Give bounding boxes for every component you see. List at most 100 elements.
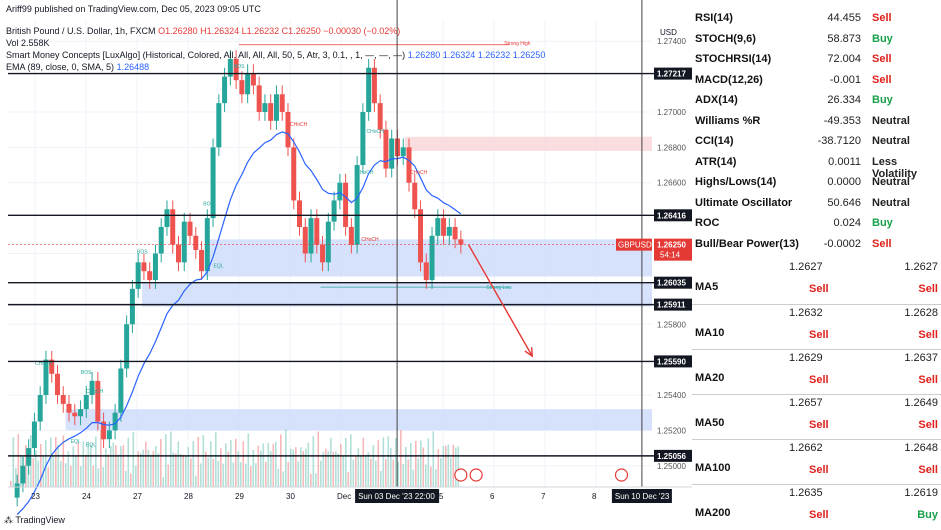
candle — [441, 218, 447, 236]
ema-indicator-label: EMA (89, close, 0, SMA, 5) — [6, 62, 115, 72]
candle — [118, 368, 124, 413]
candle — [452, 226, 458, 240]
candle — [458, 239, 464, 245]
indicator-name: ATR(14) — [695, 155, 737, 168]
volume-bar — [135, 465, 137, 487]
moving-average-row: MA100 1.2662 1.2648 Sell Sell — [692, 439, 941, 483]
volume-bar — [257, 445, 260, 487]
candle — [348, 226, 354, 245]
candle — [43, 359, 49, 396]
published-line: Ariff99 published on TradingView.com, De… — [6, 4, 261, 14]
volume-bar — [457, 446, 460, 487]
projection-arrowhead — [524, 347, 534, 358]
volume-bar — [285, 429, 287, 487]
volume-bar — [10, 481, 12, 487]
volume-bar — [212, 458, 215, 487]
volume-bar — [282, 471, 285, 487]
smc-line[interactable]: Smart Money Concepts [LuxAlgo] (Historic… — [6, 50, 545, 60]
volume-bar — [45, 439, 47, 487]
volume-bar — [375, 460, 377, 487]
moving-average-row: MA200 1.2635 1.2619 Sell Buy — [692, 484, 941, 528]
candle — [124, 324, 130, 369]
ma-exp-value: 1.2648 — [904, 442, 938, 454]
candle — [95, 380, 101, 422]
logo-icon: ⁂ — [4, 515, 16, 525]
time-tick: 27 — [133, 492, 142, 501]
indicator-action: Sell — [872, 237, 892, 250]
volume-bar — [172, 452, 175, 487]
volume-bar — [127, 437, 130, 487]
volume-bar — [215, 432, 217, 487]
price-tick: 1.27000 — [657, 108, 686, 117]
volume-bar — [407, 459, 410, 487]
indicator-action: Neutral — [872, 135, 910, 147]
volume-bar — [205, 451, 207, 487]
indicator-action: Sell — [872, 73, 892, 86]
volume-bar — [197, 437, 200, 487]
price-level-label: 1.25056 — [657, 452, 686, 461]
volume-bar — [260, 450, 262, 487]
candle — [26, 448, 32, 466]
price-chart[interactable]: Strong High Strong Low CHoCH CHoCH CHoCH CHoC… — [0, 0, 692, 530]
volume-bar — [160, 439, 162, 487]
ma-simple-value: 1.2657 — [789, 397, 823, 409]
chart-area[interactable]: Strong High Strong Low CHoCH CHoCH CHoCH CHoC… — [0, 0, 692, 530]
ma-simple-action: Sell — [809, 329, 829, 341]
volume-bar — [210, 441, 212, 487]
volume-bar — [390, 447, 392, 487]
volume-bar — [425, 464, 427, 487]
candle — [262, 103, 268, 112]
volume-bar — [322, 451, 325, 487]
ema-line[interactable]: EMA (89, close, 0, SMA, 5) 1.26488 — [6, 62, 149, 72]
price-tick: 1.26600 — [657, 179, 686, 188]
candle — [135, 262, 141, 289]
volume-bar — [102, 466, 105, 487]
time-tick: 8 — [592, 492, 597, 501]
time-callout-label: Sun 10 Dec '23 — [615, 492, 670, 501]
volume-bar — [132, 432, 135, 487]
event-flag-icon — [469, 468, 483, 482]
volume-bar — [92, 465, 95, 487]
candle — [101, 421, 107, 440]
indicator-value: 72.004 — [827, 53, 861, 65]
candle — [170, 209, 176, 245]
volume-bar — [255, 463, 257, 487]
candle — [429, 235, 435, 281]
indicator-row: ATR(14) 0.0011 Less Volatility — [692, 152, 941, 180]
volume-bar — [330, 437, 332, 487]
candle — [239, 80, 245, 95]
volume-bar — [55, 437, 57, 487]
projection-arrow — [467, 244, 533, 357]
volume-bar — [187, 446, 190, 487]
volume-bar — [362, 437, 365, 487]
volume-bar — [307, 442, 310, 487]
indicator-value: 50.646 — [827, 196, 861, 209]
indicator-name: MACD(12,26) — [695, 73, 763, 86]
indicator-action: Buy — [872, 32, 893, 45]
smc-label: BOS — [234, 64, 245, 70]
volume-bar — [340, 443, 342, 487]
candle — [279, 94, 285, 112]
volume-bar — [410, 442, 412, 487]
current-price-tag — [654, 238, 692, 261]
moving-average-row: MA20 1.2629 1.2637 Sell Sell — [692, 349, 941, 393]
volume-bar — [442, 445, 445, 487]
volume-bar — [232, 462, 235, 487]
tradingview-logo[interactable]: ⁂ TradingView — [4, 515, 65, 526]
volume-bar — [365, 456, 367, 487]
symbol-tag-label: GBPUSD — [618, 241, 652, 250]
volume-bar — [222, 463, 225, 487]
price-tick: 1.25200 — [657, 426, 686, 435]
indicator-row: ADX(14) 26.334 Buy — [692, 90, 941, 110]
volume-bar — [335, 451, 337, 487]
volume-bar — [57, 444, 60, 487]
volume-line: Vol 2.558K — [6, 38, 50, 48]
candle — [54, 373, 60, 396]
candle — [423, 262, 429, 281]
time-tick: 6 — [490, 492, 495, 501]
volume-bar — [382, 437, 385, 487]
volume-bar — [420, 440, 422, 487]
volume-bar — [265, 461, 267, 487]
price-level-label: 1.25590 — [657, 357, 686, 366]
time-tick: 30 — [286, 492, 295, 501]
